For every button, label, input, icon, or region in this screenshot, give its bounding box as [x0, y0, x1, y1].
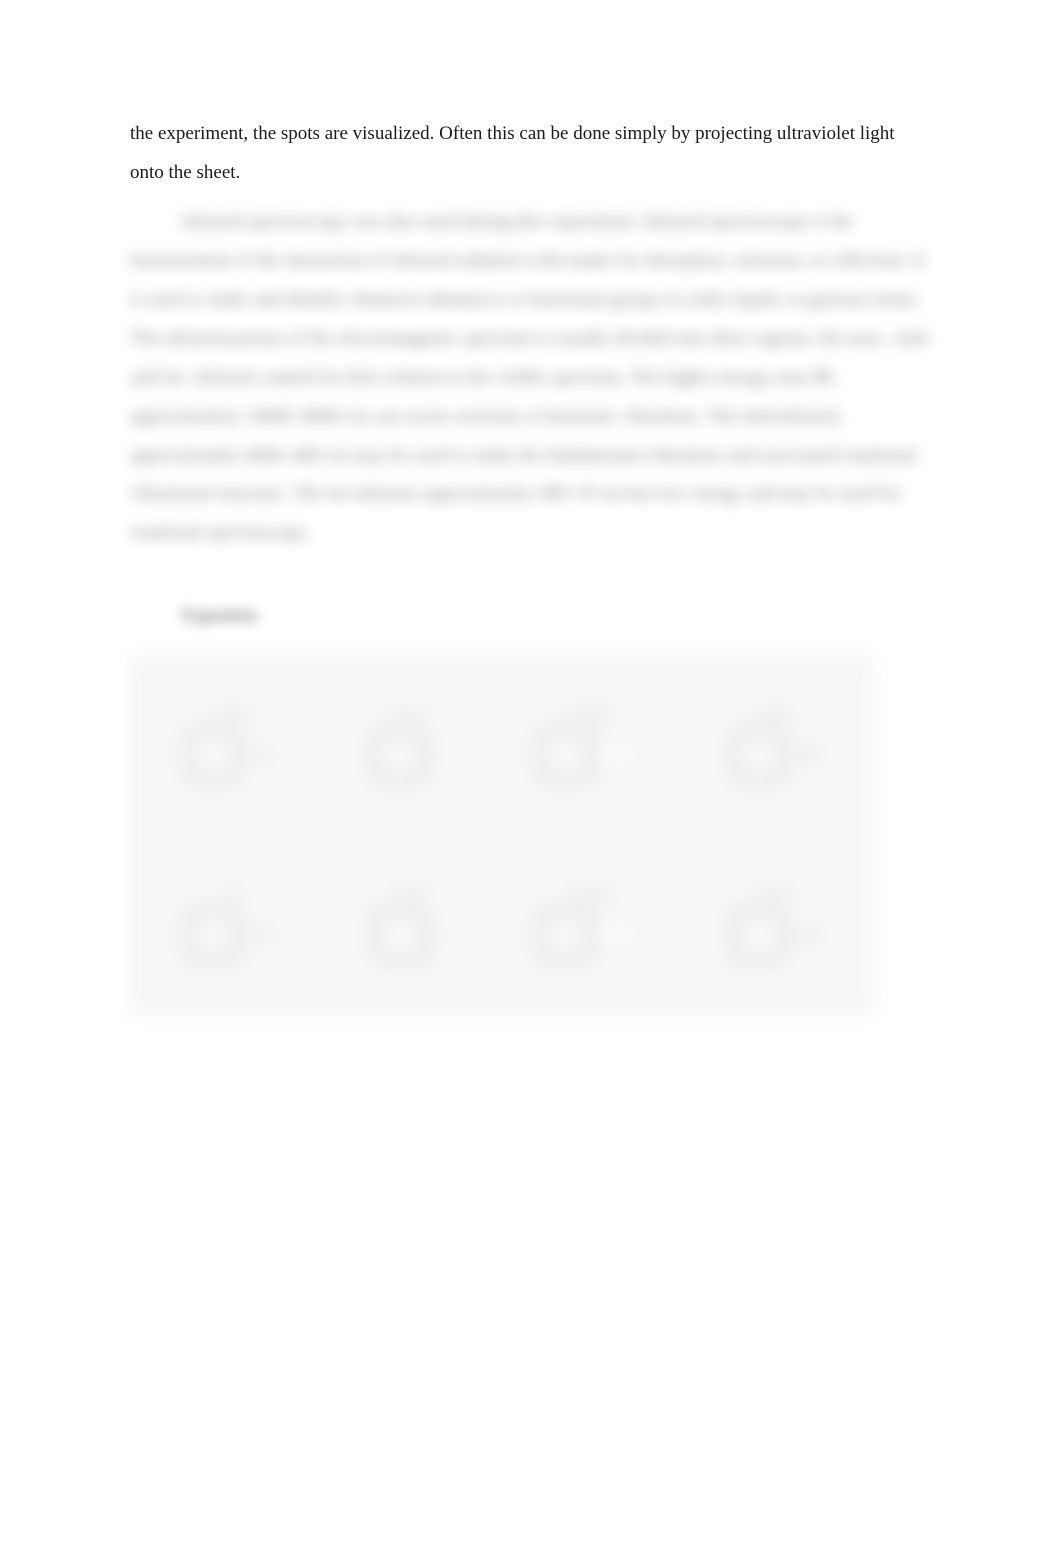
section-heading: Equation	[182, 605, 932, 627]
molecule-label: R—R''	[761, 889, 791, 903]
reagent-label: + R'' →	[247, 929, 281, 941]
molecule: R—X →	[373, 709, 444, 781]
document-page: the experiment, the spots are visualized…	[0, 0, 1062, 1015]
benzene-ring-icon	[733, 729, 785, 781]
molecule: R—OH cat	[539, 709, 639, 781]
reagent-label: →	[435, 929, 446, 941]
molecule-label: R—R'	[762, 709, 790, 723]
catalyst-box: cat	[599, 918, 639, 952]
reagent-label: + R' →	[247, 749, 279, 761]
reaction-row-1: R—H + R' → R—X → R—OH cat	[130, 655, 875, 835]
benzene-ring-icon	[539, 909, 591, 961]
catalyst-box: cat	[599, 738, 639, 772]
molecule-label: R—OH	[572, 889, 606, 903]
benzene-ring-icon	[187, 729, 239, 781]
molecule: R + R'' →	[187, 889, 281, 961]
reagent-label: + HX	[793, 929, 818, 941]
molecule: R—H + R' →	[187, 709, 279, 781]
molecule-label: R—OH	[572, 709, 606, 723]
reaction-row-2: R + R'' → R—R'' → R—OH cat	[130, 835, 875, 1015]
benzene-ring-icon	[733, 909, 785, 961]
molecule-label: R	[230, 889, 237, 903]
molecule: R—R' + HX	[733, 709, 818, 781]
reagent-label: →	[433, 749, 444, 761]
molecule-label: R—X	[396, 709, 422, 723]
benzene-ring-icon	[539, 729, 591, 781]
reagent-label: + HX	[793, 749, 818, 761]
benzene-ring-icon	[375, 909, 427, 961]
molecule: R—OH cat	[539, 889, 639, 961]
reaction-scheme-figure: R—H + R' → R—X → R—OH cat	[130, 655, 875, 1015]
blurred-paragraph: Infrared spectroscopy was also used duri…	[130, 203, 932, 553]
visible-paragraph: the experiment, the spots are visualized…	[130, 115, 932, 193]
benzene-ring-icon	[373, 729, 425, 781]
molecule-label: R—R''	[395, 889, 425, 903]
molecule-label: R—H	[220, 709, 246, 723]
molecule: R—R'' + HX	[733, 889, 818, 961]
molecule: R—R'' →	[375, 889, 446, 961]
benzene-ring-icon	[187, 909, 239, 961]
